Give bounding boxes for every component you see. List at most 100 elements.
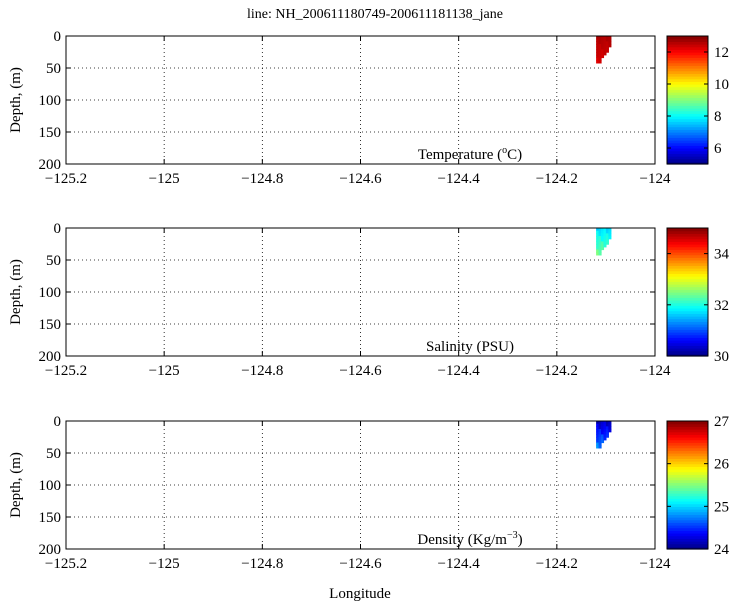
y-tick-label: 150 [39, 510, 62, 526]
colorbar-segment [667, 265, 708, 269]
y-tick-label: 0 [54, 414, 62, 430]
colorbar-tick-label: 6 [714, 141, 722, 157]
colorbar-segment [667, 294, 708, 298]
data-cell [605, 421, 609, 425]
colorbar-segment [667, 431, 708, 435]
data-cell [598, 429, 602, 433]
data-cell [601, 236, 605, 240]
colorbar-segment [667, 233, 708, 237]
data-cell [601, 230, 605, 234]
colorbar-segment [667, 113, 708, 117]
colorbar-segment [667, 313, 708, 317]
y-tick-label: 200 [39, 542, 62, 558]
panel-temperature: −125.2 −125 −124.8 −124.6 −124.4 −124.2 −124 0 5… [8, 29, 729, 187]
data-cell [598, 233, 602, 237]
colorbar-segment [667, 105, 708, 109]
data-cell [596, 246, 600, 251]
panel-label: Temperature (oC) [418, 145, 522, 163]
colorbar-segment [667, 423, 708, 427]
data-cell [603, 236, 607, 240]
colorbar-segment [667, 286, 708, 290]
data-cell [605, 49, 609, 53]
data-cell [601, 246, 605, 251]
y-tick-label: 100 [39, 478, 62, 494]
colorbar-segment [667, 134, 708, 138]
data-cell [596, 233, 600, 237]
colorbar-segment [667, 527, 708, 531]
data-cell [603, 41, 607, 45]
colorbar-segment [667, 121, 708, 125]
colorbar-segment [667, 94, 708, 98]
colorbar-segment [667, 326, 708, 330]
colorbar-tick-label: 34 [714, 247, 730, 263]
colorbar-segment [667, 257, 708, 261]
y-tick-label: 200 [39, 157, 62, 173]
data-cell [605, 423, 609, 427]
colorbar-segment [667, 142, 708, 146]
colorbar-segment [667, 97, 708, 101]
colorbar-segment [667, 485, 708, 489]
colorbar-segment [667, 150, 708, 154]
colorbar-segment [667, 300, 708, 304]
x-tick-label: −124.6 [339, 171, 382, 187]
x-tick-label: −125.2 [45, 171, 87, 187]
data-cell [598, 249, 602, 253]
data-cell [596, 228, 600, 232]
colorbar-segment [667, 84, 708, 88]
colorbar-segment [667, 461, 708, 465]
colorbar-segment [667, 81, 708, 85]
colorbar-frame [666, 227, 709, 357]
data-cell [598, 230, 602, 234]
colorbar-segment [667, 100, 708, 104]
colorbar-segment [667, 268, 708, 272]
colorbar-segment [667, 450, 708, 454]
data-patch-salinity [596, 228, 612, 256]
y-tick-label: 100 [39, 93, 62, 109]
colorbar-segment [667, 46, 708, 50]
colorbar-tick-label: 10 [714, 77, 729, 93]
data-cell [596, 445, 600, 449]
colorbar-segment [667, 463, 708, 467]
colorbar-tick-label: 24 [714, 542, 730, 558]
data-cell [603, 437, 607, 441]
colorbar-segment [667, 65, 708, 69]
colorbar-segment [667, 110, 708, 114]
data-cell [596, 57, 600, 61]
data-cell [605, 38, 609, 42]
colorbar-segment [667, 89, 708, 93]
colorbar-segment [667, 490, 708, 494]
colorbar-segment [667, 92, 708, 96]
colorbar-segment [667, 506, 708, 510]
colorbar-segment [667, 495, 708, 499]
data-cell [601, 426, 605, 430]
data-cell [598, 228, 602, 232]
data-cell [603, 44, 607, 48]
data-cell [605, 236, 609, 240]
data-cell [605, 44, 609, 48]
colorbar-segment [667, 244, 708, 248]
colorbar-segment [667, 161, 708, 165]
data-cell [596, 60, 600, 64]
colorbar-segment [667, 270, 708, 274]
colorbar-segment [667, 519, 708, 523]
data-cell [601, 437, 605, 441]
colorbar-segment [667, 145, 708, 149]
data-cell [608, 426, 612, 430]
colorbar-segment [667, 273, 708, 277]
x-axis-label: Longitude [329, 586, 391, 602]
data-cell [596, 38, 600, 42]
data-cell [603, 429, 607, 433]
colorbar-segment [667, 156, 708, 160]
data-cell [603, 228, 607, 232]
data-cell [598, 445, 602, 449]
data-cell [605, 429, 609, 433]
data-cell [601, 431, 605, 436]
colorbar-segment [667, 124, 708, 128]
data-cell [598, 60, 602, 64]
data-cell [601, 434, 605, 438]
data-cell [608, 423, 612, 427]
y-tick-label: 0 [54, 221, 62, 237]
colorbar-tick-label: 27 [714, 414, 730, 430]
colorbar-segment [667, 260, 708, 264]
data-cell [596, 52, 600, 56]
